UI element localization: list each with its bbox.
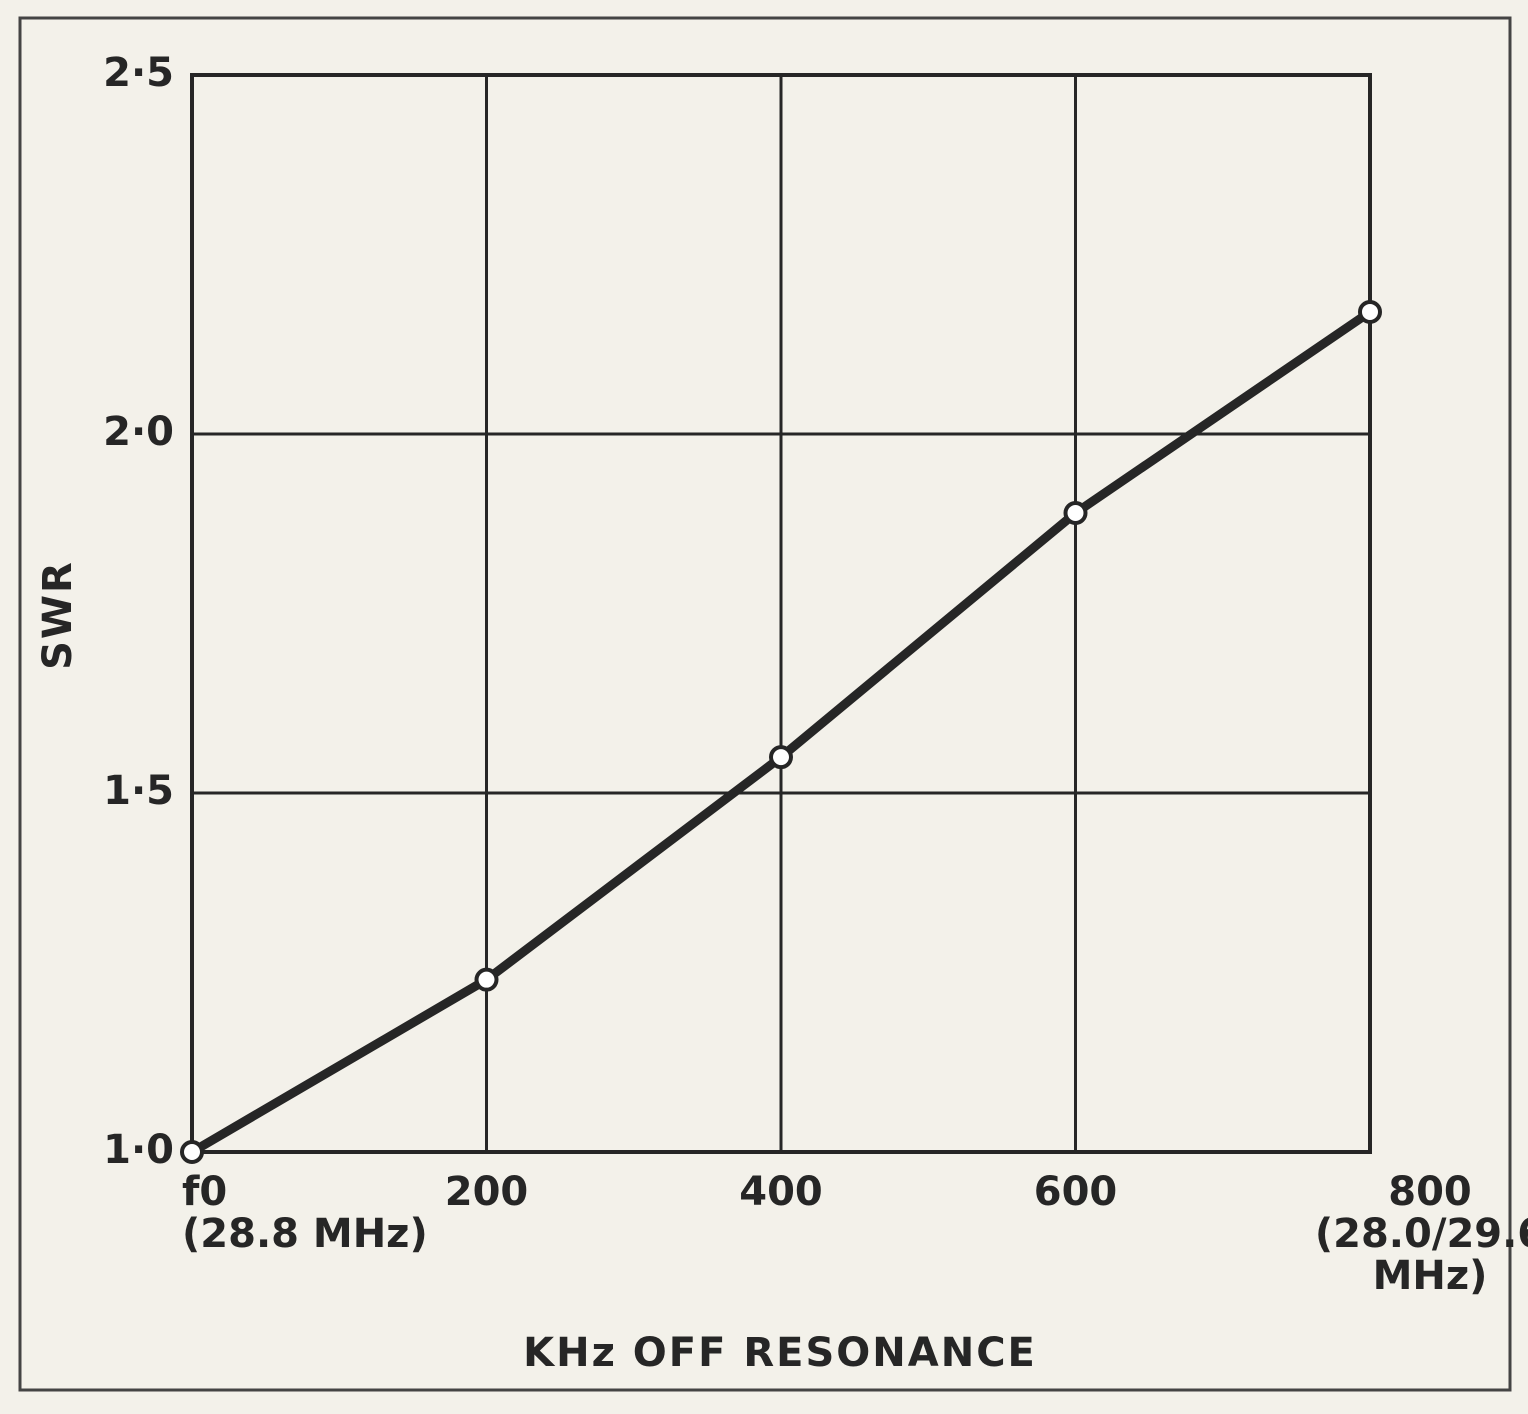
x-tick-label: 200 (445, 1169, 529, 1215)
y-tick-label: 2·5 (103, 50, 174, 96)
x-tick-label: 400 (739, 1169, 823, 1215)
point-marker (474, 967, 499, 992)
x-tick-label: 600 (1034, 1169, 1118, 1215)
point-marker (1358, 299, 1382, 324)
x-tick-label: 800 (28.0/29.6 MHz) (1315, 1169, 1528, 1299)
y-tick-label: 1·5 (103, 768, 174, 814)
x-tick-label: f0 (28.8 MHz) (182, 1169, 428, 1257)
point-marker (180, 1140, 204, 1164)
y-axis-title: SWR (35, 560, 81, 670)
y-tick-label: 1·0 (103, 1127, 174, 1173)
point-marker (769, 745, 793, 770)
frame (18, 16, 1512, 1392)
y-tick-label: 2·0 (103, 409, 174, 455)
point-marker (1063, 500, 1088, 525)
x-axis-title: KHz OFF RESONANCE (523, 1330, 1037, 1376)
